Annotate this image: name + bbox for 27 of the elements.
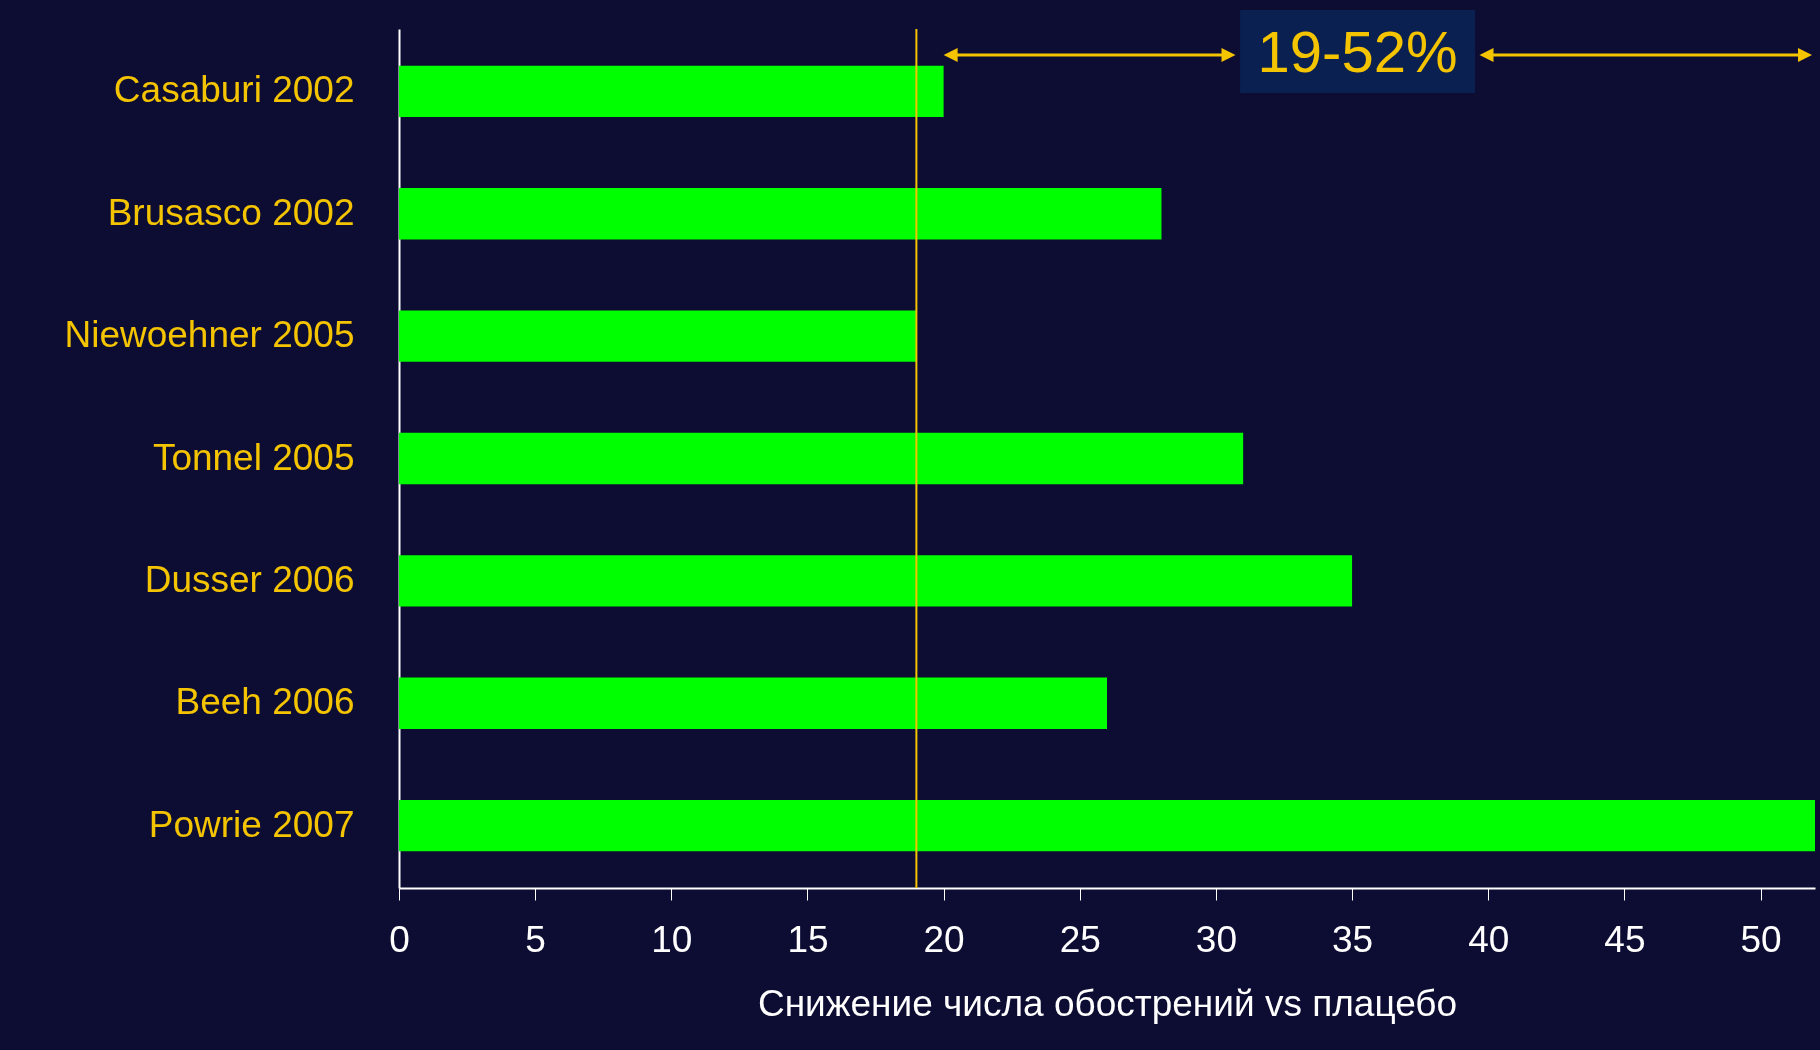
x-tick-label: 45 — [1604, 918, 1646, 960]
bar — [399, 188, 1162, 240]
bar — [399, 799, 1815, 852]
x-tick-label: 30 — [1195, 918, 1237, 960]
x-tick-label: 10 — [651, 918, 693, 960]
y-tick-label: Casaburi 2002 — [113, 69, 355, 111]
bar — [399, 677, 1107, 729]
bar — [399, 432, 1244, 485]
y-tick-label: Niewoehner 2005 — [64, 314, 355, 356]
bar — [399, 65, 944, 118]
x-tick-label: 40 — [1468, 918, 1510, 960]
y-tick-label: Powrie 2007 — [148, 803, 355, 845]
x-axis-title: Снижение числа обострений vs плацебо — [757, 982, 1458, 1024]
x-tick-label: 50 — [1740, 918, 1782, 960]
x-tick-label: 0 — [389, 918, 410, 960]
y-tick-label: Beeh 2006 — [175, 681, 355, 723]
x-tick-label: 5 — [525, 918, 546, 960]
annotation: 19-52% — [1239, 10, 1476, 93]
x-tick-label: 15 — [787, 918, 829, 960]
x-tick-label: 35 — [1332, 918, 1374, 960]
y-tick-label: Dusser 2006 — [144, 558, 355, 600]
bar — [399, 555, 1353, 607]
bar — [399, 310, 917, 362]
x-tick-label: 20 — [923, 918, 965, 960]
y-tick-label: Brusasco 2002 — [107, 191, 355, 233]
x-tick-label: 25 — [1059, 918, 1101, 960]
y-tick-label: Tonnel 2005 — [152, 436, 355, 478]
